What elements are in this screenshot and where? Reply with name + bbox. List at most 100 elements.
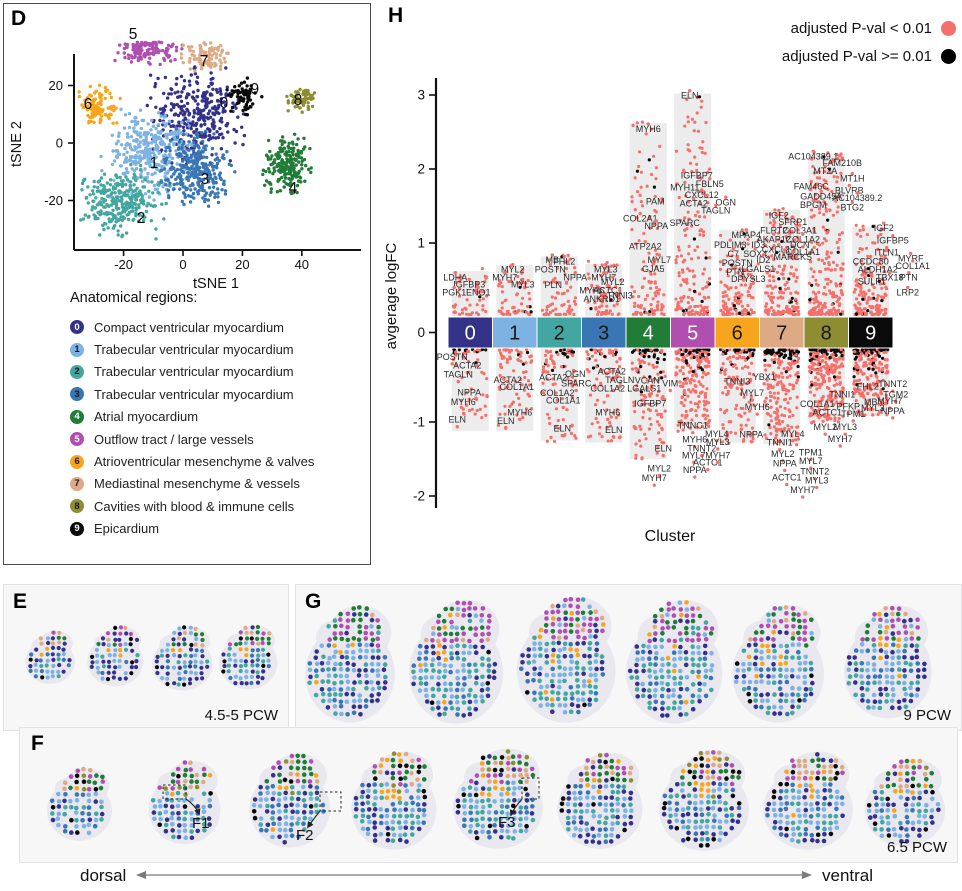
legend-item-cluster-6: 6 Atrioventricular mesenchyme & valves xyxy=(70,450,360,472)
svg-text:COL1A1: COL1A1 xyxy=(785,247,820,257)
svg-text:ELN: ELN xyxy=(497,416,515,426)
svg-text:NPPA: NPPA xyxy=(563,273,587,283)
svg-text:7: 7 xyxy=(200,53,209,70)
svg-text:MYH7: MYH7 xyxy=(790,485,815,495)
svg-text:MT1H: MT1H xyxy=(840,174,865,184)
svg-text:SULF1: SULF1 xyxy=(858,276,886,286)
svg-text:POSTN: POSTN xyxy=(722,258,753,268)
svg-text:DPYSL3: DPYSL3 xyxy=(731,274,766,284)
svg-text:IGFBP7: IGFBP7 xyxy=(681,171,713,181)
svg-text:MYH7: MYH7 xyxy=(828,434,853,444)
cluster-2-badge-icon: 2 xyxy=(70,364,84,379)
legend-item-cluster-3: 3 Trabecular ventricular myocardium xyxy=(70,383,360,405)
svg-text:NPPA: NPPA xyxy=(739,430,763,440)
svg-text:GADD45A: GADD45A xyxy=(800,191,842,201)
arrow-right-icon xyxy=(802,871,812,879)
svg-text:IGFBP7: IGFBP7 xyxy=(634,398,666,408)
svg-text:20: 20 xyxy=(235,257,249,272)
svg-text:COL1A1: COL1A1 xyxy=(499,382,534,392)
legend-item-cluster-5: 5 Outflow tract / large vessels xyxy=(70,428,360,450)
svg-text:MYH7: MYH7 xyxy=(642,473,667,483)
dorsal-label: dorsal xyxy=(80,866,126,885)
pval-legend-sig: adjusted P-val < 0.01 xyxy=(782,14,956,42)
svg-text:TAGLN: TAGLN xyxy=(701,205,730,215)
svg-text:TNNI1: TNNI1 xyxy=(829,390,855,400)
svg-text:TAGLN: TAGLN xyxy=(605,375,634,385)
svg-text:MYRF: MYRF xyxy=(898,254,924,264)
svg-text:ELN: ELN xyxy=(654,444,672,454)
legend-item-cluster-8: 8 Cavities with blood & immune cells xyxy=(70,495,360,517)
svg-text:LGALS1: LGALS1 xyxy=(627,384,661,394)
panel-f-caption: 6.5 PCW xyxy=(886,839,947,856)
cluster-8-badge-icon: 8 xyxy=(70,499,84,514)
svg-text:PGK1: PGK1 xyxy=(442,288,466,298)
tsne-cluster-labels: 0 1 2 3 4 5 6 7 8 9 xyxy=(84,26,303,227)
svg-text:MYL3: MYL3 xyxy=(594,265,618,275)
svg-text:PFKP: PFKP xyxy=(836,401,860,411)
cluster-0-badge-icon: 0 xyxy=(70,320,84,335)
svg-text:MYL2: MYL2 xyxy=(601,277,625,287)
svg-text:MB: MB xyxy=(864,397,878,407)
pval-legend: adjusted P-val < 0.01 adjusted P-val >= … xyxy=(782,14,956,70)
svg-text:4: 4 xyxy=(289,180,298,197)
panel-f-letter: F xyxy=(31,732,44,755)
svg-text:AC104389.1: AC104389.1 xyxy=(788,151,838,161)
svg-text:MYL2: MYL2 xyxy=(647,464,671,474)
svg-text:6: 6 xyxy=(84,96,93,113)
cluster-1-region-name: Trabecular ventricular myocardium xyxy=(94,342,294,358)
svg-text:VIM: VIM xyxy=(662,378,678,388)
cluster-3-badge-icon: 3 xyxy=(70,387,84,402)
svg-text:ACTA2: ACTA2 xyxy=(680,199,708,209)
svg-text:ENO1: ENO1 xyxy=(466,288,491,298)
svg-text:AKAP12: AKAP12 xyxy=(757,234,791,244)
svg-text:MYL2: MYL2 xyxy=(771,449,795,459)
tsne-x-label: tSNE 1 xyxy=(193,276,239,292)
svg-text:OGN: OGN xyxy=(565,369,586,379)
inset-f3: F3 xyxy=(498,777,540,831)
panel-g-letter: G xyxy=(305,590,322,613)
svg-text:MYH6: MYH6 xyxy=(745,402,770,412)
svg-text:IGFBP3: IGFBP3 xyxy=(453,279,485,289)
svg-text:FLRT2: FLRT2 xyxy=(760,225,787,235)
svg-text:SPARC: SPARC xyxy=(670,218,701,228)
legend-item-cluster-2: 2 Trabecular ventricular myocardium xyxy=(70,361,360,383)
heart-section xyxy=(87,625,144,687)
svg-text:BPGM: BPGM xyxy=(800,200,827,210)
svg-text:PAM: PAM xyxy=(646,197,665,207)
svg-text:LRP2: LRP2 xyxy=(896,288,919,298)
logfc-y-label: avgerage logFC xyxy=(383,242,400,349)
svg-text:NPPA: NPPA xyxy=(773,458,797,468)
svg-text:ACTC1: ACTC1 xyxy=(593,285,623,295)
svg-text:MYL7: MYL7 xyxy=(740,388,764,398)
heart-section xyxy=(732,605,824,723)
panel-g: G 9 PCW xyxy=(295,584,962,731)
panel-e-caption: 4.5-5 PCW xyxy=(204,707,278,724)
svg-text:TAGLN: TAGLN xyxy=(444,370,473,380)
svg-text:TNNI1: TNNI1 xyxy=(767,438,793,448)
svg-text:-20: -20 xyxy=(44,193,63,208)
svg-text:VCAN: VCAN xyxy=(635,376,660,386)
svg-text:TNNI3: TNNI3 xyxy=(607,291,633,301)
legend-items: 0 Compact ventricular myocardium 1 Trabecul… xyxy=(70,316,360,540)
sig-dot-icon xyxy=(941,20,956,36)
svg-text:TNNC1: TNNC1 xyxy=(678,421,708,431)
panel-d-letter: D xyxy=(11,7,27,30)
legend-item-cluster-4: 4 Atrial myocardium xyxy=(70,406,360,428)
svg-text:SOX4: SOX4 xyxy=(743,249,767,259)
svg-text:NPPA: NPPA xyxy=(457,387,481,397)
svg-text:ACTC1: ACTC1 xyxy=(812,407,842,417)
cluster-4-region-name: Atrial myocardium xyxy=(94,409,199,425)
inset-f1: F1 xyxy=(162,784,210,832)
legend-item-cluster-0: 0 Compact ventricular myocardium xyxy=(70,316,360,338)
cluster-5-badge-icon: 5 xyxy=(70,432,84,447)
pval-nonsig-label: adjusted P-val >= 0.01 xyxy=(781,47,932,65)
cluster-1-badge-icon: 1 xyxy=(70,342,84,357)
svg-text:ITLN1: ITLN1 xyxy=(874,248,899,258)
svg-text:PTN: PTN xyxy=(900,273,918,283)
svg-text:IGFBP5: IGFBP5 xyxy=(877,236,909,246)
spatial-sections-6-5pcw: F1 F2 F3 xyxy=(46,748,946,851)
cluster-6-badge-icon: 6 xyxy=(70,454,84,469)
